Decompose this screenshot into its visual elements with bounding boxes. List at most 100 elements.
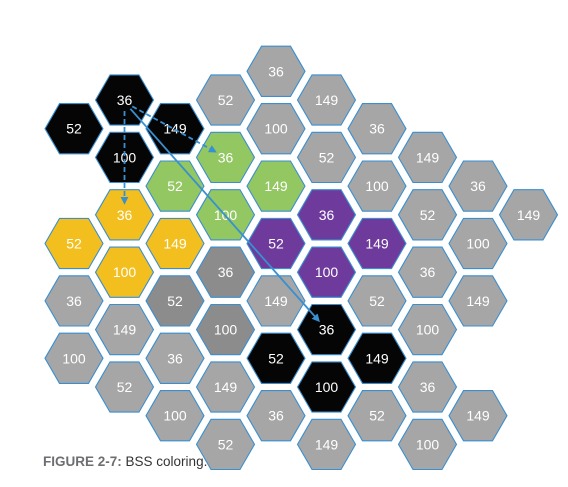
hex-label: 100 (113, 264, 137, 280)
hex-cell: 100 (195, 303, 256, 356)
hex-gray (44, 332, 104, 384)
hex-gray (296, 74, 357, 126)
hex-label: 149 (264, 293, 288, 309)
hex-label: 36 (268, 408, 284, 424)
hex-yellow (44, 217, 104, 270)
hex-cell: 149 (195, 361, 256, 413)
hex-gray (397, 303, 458, 356)
hex-label: 100 (62, 350, 86, 366)
hex-grid: 36 52 149 100 36 52 149 100 36 52 149 100 36 52 149 100… (44, 45, 559, 471)
hex-cell: 149 (498, 189, 559, 241)
hex-label: 149 (466, 408, 490, 424)
hex-label: 36 (268, 63, 284, 79)
hex-cell: 100 (296, 361, 357, 413)
hex-cell: 36 (246, 45, 306, 97)
hex-label: 100 (163, 408, 187, 424)
hex-gray (347, 160, 407, 212)
hex-label: 100 (315, 379, 339, 395)
figure-caption-text: BSS coloring. (125, 454, 208, 469)
hex-cell: 36 (397, 361, 458, 413)
hex-gray (145, 332, 205, 384)
hex-label: 52 (66, 121, 82, 137)
hex-gray (296, 418, 357, 471)
hex-label: 149 (264, 178, 288, 194)
hex-label: 100 (113, 149, 137, 165)
hex-label: 149 (315, 436, 339, 452)
hex-label: 100 (365, 178, 389, 194)
hex-cell: 100 (94, 246, 155, 298)
hex-cell: 52 (246, 332, 306, 384)
hex-label: 149 (517, 207, 541, 223)
hex-cell: 52 (347, 275, 407, 327)
hex-cell: 36 (347, 103, 407, 155)
hex-cell: 36 (448, 160, 508, 212)
hex-cell: 36 (44, 275, 104, 327)
hex-label: 36 (218, 149, 234, 165)
hex-gray (145, 390, 205, 442)
hex-cell: 52 (94, 361, 155, 413)
hex-cell: 100 (397, 418, 458, 471)
hex-label: 52 (420, 207, 436, 223)
hex-cell: 149 (246, 160, 306, 212)
hex-label: 52 (268, 350, 284, 366)
hex-label: 52 (167, 178, 183, 194)
hex-cell: 149 (246, 275, 306, 327)
hex-gray (448, 160, 508, 212)
figure-caption: FIGURE 2-7: BSS coloring. (43, 454, 207, 469)
hex-gray (347, 103, 407, 155)
hex-cell: 52 (195, 74, 256, 126)
hex-label: 52 (218, 436, 234, 452)
hex-label: 36 (66, 293, 82, 309)
hex-purple (296, 189, 357, 241)
solid-arrow (129, 108, 320, 323)
hex-cell: 149 (448, 390, 508, 442)
arrow-layer (120, 105, 320, 323)
hex-label: 36 (470, 178, 486, 194)
hex-label: 36 (420, 379, 436, 395)
hex-gray (347, 390, 407, 442)
hex-gray (397, 246, 458, 298)
hex-gray (195, 418, 256, 471)
hex-cell: 149 (296, 418, 357, 471)
hex-cell: 36 (94, 189, 155, 241)
hex-gray (94, 361, 155, 413)
hex-gray (397, 361, 458, 413)
hex-black (94, 74, 155, 126)
hex-label: 52 (319, 149, 335, 165)
hex-black (44, 103, 104, 155)
hex-cell: 52 (195, 418, 256, 471)
hex-cell: 100 (448, 217, 508, 270)
hex-label: 149 (315, 92, 339, 108)
hex-cell: 52 (246, 217, 306, 270)
hex-cell: 36 (296, 189, 357, 241)
hex-cell: 100 (347, 160, 407, 212)
hex-gray (448, 217, 508, 270)
hex-dark_gray (195, 246, 256, 298)
hex-label: 149 (416, 149, 440, 165)
hex-purple (296, 246, 357, 298)
hex-cell: 52 (296, 131, 357, 184)
hex-cell: 52 (347, 390, 407, 442)
hex-cell: 149 (347, 217, 407, 270)
hex-gray (195, 361, 256, 413)
hex-cell: 36 (145, 332, 205, 384)
hex-label: 100 (416, 322, 440, 338)
hex-black (246, 332, 306, 384)
hex-label: 149 (113, 322, 137, 338)
hex-gray (246, 103, 306, 155)
hex-label: 36 (218, 264, 234, 280)
hex-label: 36 (319, 207, 335, 223)
hex-label: 149 (466, 293, 490, 309)
hex-label: 149 (365, 350, 389, 366)
hex-gray (246, 45, 306, 97)
hex-purple (347, 217, 407, 270)
hex-black (347, 332, 407, 384)
hex-gray (246, 390, 306, 442)
hex-label: 100 (214, 322, 238, 338)
hex-label: 36 (117, 92, 133, 108)
hex-cell: 36 (195, 131, 256, 184)
hex-gray (448, 275, 508, 327)
hex-cell: 36 (94, 74, 155, 126)
hex-green (195, 131, 256, 184)
